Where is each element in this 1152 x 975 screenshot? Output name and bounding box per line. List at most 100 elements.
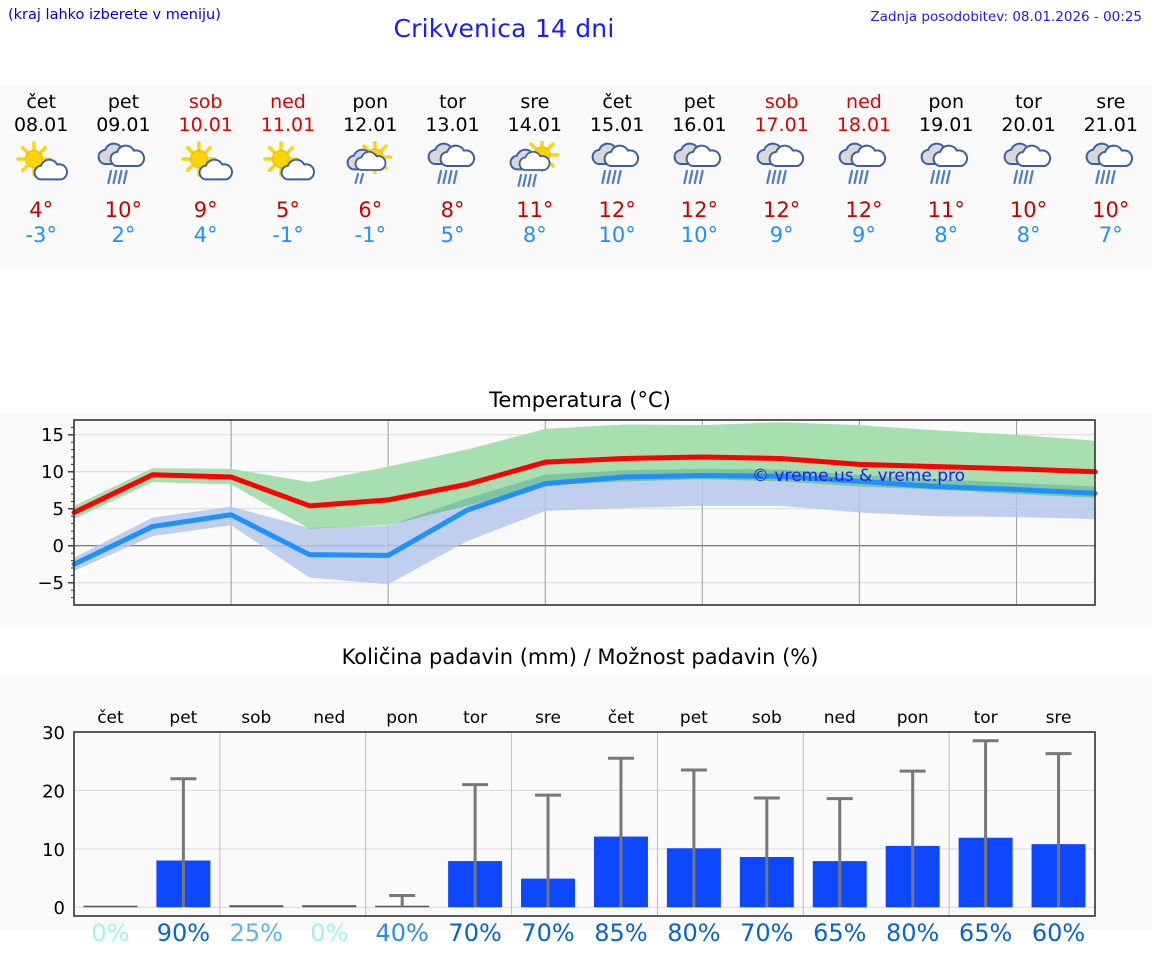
page-header: (kraj lahko izberete v meniju) Crikvenic… — [0, 0, 1152, 46]
precip-probability-label: 60% — [1031, 919, 1086, 947]
temp-min: 2° — [111, 223, 136, 247]
day-name: sob — [764, 91, 799, 113]
weather-icon-wrap — [165, 139, 247, 195]
sun-cloud-icon — [263, 141, 315, 181]
precip-day-label: ned — [823, 708, 856, 728]
svg-text:0: 0 — [53, 536, 64, 557]
temp-min: 4° — [193, 223, 218, 247]
forecast-day-9[interactable]: pet 16.01 12° 10° — [658, 85, 740, 268]
temp-min: 5° — [440, 223, 465, 247]
temp-min: 7° — [1098, 223, 1123, 247]
temp-min: 8° — [934, 223, 959, 247]
forecast-day-13[interactable]: tor 20.01 10° 8° — [987, 85, 1069, 268]
precip-day-label: čet — [97, 708, 124, 728]
temp-max: 12° — [598, 198, 636, 222]
precip-probability-label: 70% — [448, 919, 502, 947]
temp-max: 11° — [927, 198, 965, 222]
precip-bar-3[interactable] — [229, 905, 284, 908]
precipitation-plot-area: 30 20 10 0 čet 0% pet 90% sob 25% ned 0% pon 40% tor 7… — [0, 675, 1152, 947]
forecast-day-3[interactable]: sob 10.01 9° 4° — [165, 85, 247, 268]
day-name: pet — [683, 91, 715, 113]
weather-icon-wrap — [247, 139, 329, 195]
forecast-day-7[interactable]: sre 14.01 11° 8° — [494, 85, 576, 268]
svg-text:15: 15 — [41, 425, 64, 446]
temp-max: 5° — [276, 198, 300, 222]
day-name: ned — [270, 91, 306, 113]
precip-day-label: sre — [1045, 708, 1072, 728]
cloud-rain-icon — [98, 142, 146, 185]
menu-hint-label: (kraj lahko izberete v meniju) — [8, 7, 221, 23]
cloud-rain-icon — [1085, 142, 1133, 185]
day-name: sre — [1096, 91, 1126, 113]
weather-icon-wrap — [411, 139, 493, 195]
precip-probability-label: 0% — [91, 919, 130, 947]
forecast-day-6[interactable]: tor 13.01 8° 5° — [411, 85, 493, 268]
day-name: sre — [520, 91, 550, 113]
weather-icon-wrap — [576, 139, 658, 195]
precip-day-label: tor — [973, 708, 998, 728]
temp-min: -1° — [272, 223, 304, 247]
forecast-day-8[interactable]: čet 15.01 12° 10° — [576, 85, 658, 268]
weather-icon-wrap — [329, 139, 411, 195]
precip-bar-1[interactable] — [83, 905, 138, 908]
precip-probability-label: 65% — [958, 919, 1013, 947]
precip-day-label: ned — [313, 708, 346, 728]
precip-probability-label: 70% — [740, 919, 794, 947]
day-date: 14.01 — [507, 114, 563, 136]
last-updated-label: Zadnja posodobitev: 08.01.2026 - 00:25 — [870, 9, 1142, 25]
day-name: tor — [439, 91, 466, 113]
cloud-rain-icon — [427, 142, 475, 185]
cloud-rain-icon — [756, 142, 804, 185]
precip-day-label: sob — [241, 708, 272, 728]
weather-icon-wrap — [0, 139, 82, 195]
day-date: 08.01 — [13, 114, 69, 136]
forecast-day-14[interactable]: sre 21.01 10° 7° — [1070, 85, 1152, 268]
precip-day-label: tor — [463, 708, 488, 728]
weather-icon-wrap — [658, 139, 740, 195]
precipitation-svg: 30 20 10 0 — [42, 723, 1096, 919]
forecast-day-4[interactable]: ned 11.01 5° -1° — [247, 85, 329, 268]
temp-max: 12° — [845, 198, 883, 222]
day-name: ned — [846, 91, 882, 113]
temperature-chart-section: Temperatura (°C) 15 10 5 0 −5 — [0, 383, 1152, 625]
precip-day-label: sre — [535, 708, 561, 728]
day-name: tor — [1015, 91, 1042, 113]
forecast-day-5[interactable]: pon 12.01 6° -1° — [329, 85, 411, 268]
forecast-day-11[interactable]: ned 18.01 12° 9° — [823, 85, 905, 268]
day-name: sob — [188, 91, 223, 113]
precip-day-label: pon — [386, 708, 419, 728]
forecast-day-10[interactable]: sob 17.01 12° 9° — [741, 85, 823, 268]
day-date: 19.01 — [919, 114, 974, 136]
weather-icon-wrap — [82, 139, 164, 195]
day-date: 10.01 — [178, 114, 233, 136]
day-date: 13.01 — [425, 114, 480, 136]
cloud-rain-icon — [591, 142, 640, 185]
day-date: 18.01 — [836, 114, 892, 136]
svg-text:10: 10 — [41, 462, 64, 483]
precipitation-chart-section: Količina padavin (mm) / Možnost padavin … — [0, 645, 1152, 947]
watermark-label: © vreme.us & vreme.pro — [752, 466, 966, 486]
svg-text:5: 5 — [53, 499, 64, 520]
cloud-rain-icon — [838, 142, 886, 185]
forecast-day-2[interactable]: pet 09.01 10° 2° — [82, 85, 164, 268]
precip-day-label: pet — [169, 708, 198, 728]
cloud-rain-icon — [673, 142, 722, 185]
forecast-day-1[interactable]: čet 08.01 4° -3° — [0, 85, 82, 268]
precip-probability-label: 80% — [886, 919, 940, 947]
precip-bar-4[interactable] — [302, 905, 357, 908]
day-date: 09.01 — [96, 114, 151, 136]
temp-min: 10° — [598, 223, 636, 247]
temperature-chart-title: Temperatura (°C) — [489, 388, 671, 412]
temp-max: 10° — [104, 198, 143, 222]
day-date: 12.01 — [343, 114, 398, 136]
temp-max: 12° — [680, 198, 718, 222]
forecast-day-12[interactable]: pon 19.01 11° 8° — [905, 85, 987, 268]
day-date: 15.01 — [589, 114, 645, 136]
temp-max: 12° — [763, 198, 801, 222]
svg-text:20: 20 — [42, 781, 65, 802]
temperature-svg: 15 10 5 0 −5 — [37, 419, 1098, 606]
temp-max: 10° — [1092, 198, 1130, 222]
temp-min: 8° — [1016, 223, 1041, 247]
precip-day-label: pon — [896, 708, 929, 728]
weather-icon-wrap — [905, 139, 987, 195]
